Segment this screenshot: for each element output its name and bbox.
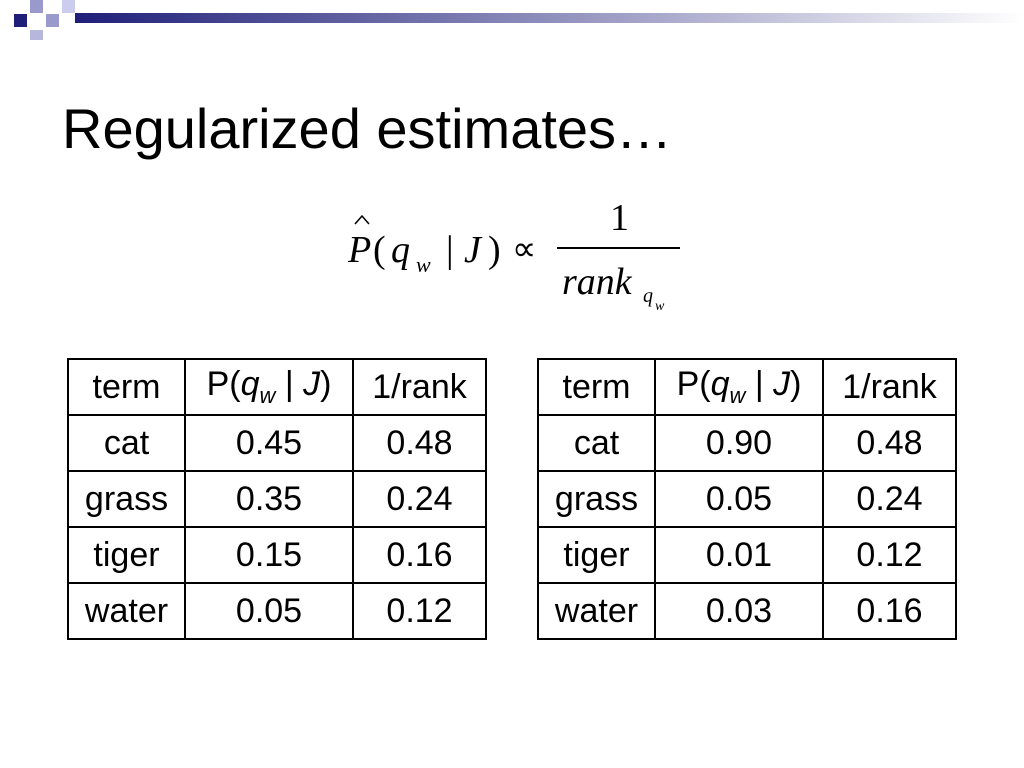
header-text: P(: [206, 365, 241, 404]
row: tiger 0.01 0.12: [537, 526, 957, 584]
row: cat 0.45 0.48: [67, 414, 487, 472]
decoration: [14, 0, 1024, 40]
formula: P ( q w | J ) ∝ 1 rank q w: [347, 197, 680, 314]
cell: water: [67, 582, 186, 640]
cell: 0.01: [654, 526, 824, 584]
header-cell: term: [537, 358, 656, 416]
row: water 0.05 0.12: [67, 582, 487, 640]
header-row: term P(qw | J) 1/rank: [67, 358, 487, 416]
cell: 0.48: [352, 414, 487, 472]
header-cell: P(qw | J): [184, 358, 354, 416]
formula-part: w: [416, 252, 431, 277]
row: water 0.03 0.16: [537, 582, 957, 640]
cell: 0.24: [822, 470, 957, 528]
cell: 0.24: [352, 470, 487, 528]
row: cat 0.90 0.48: [537, 414, 957, 472]
cell: 0.05: [654, 470, 824, 528]
table: term P(qw | J) 1/rank cat 0.90 0.48 grass 0.05 0…: [537, 358, 957, 640]
formula-part: |: [446, 229, 454, 271]
cell: grass: [67, 470, 186, 528]
formula-relation: ∝: [512, 231, 536, 268]
row: grass 0.35 0.24: [67, 470, 487, 528]
slide-title: Regularized estimates…: [62, 97, 673, 160]
formula-numerator: 1: [610, 197, 629, 239]
header-row: term P(qw | J) 1/rank: [537, 358, 957, 416]
formula-part: q: [391, 229, 410, 271]
cell: 0.48: [822, 414, 957, 472]
header-cell: 1/rank: [822, 358, 957, 416]
row: tiger 0.15 0.16: [67, 526, 487, 584]
header-text: J: [773, 365, 791, 404]
header-cell: P(qw | J): [654, 358, 824, 416]
formula-denominator: rank: [562, 261, 633, 303]
cell: 0.15: [184, 526, 354, 584]
cell: cat: [67, 414, 186, 472]
header-text: q: [710, 365, 730, 404]
cell: 0.12: [352, 582, 487, 640]
row: grass 0.05 0.24: [537, 470, 957, 528]
cell: 0.16: [822, 582, 957, 640]
cell: water: [537, 582, 656, 640]
header-text: w: [259, 382, 276, 408]
header-cell: term: [67, 358, 186, 416]
cell: 0.16: [352, 526, 487, 584]
header-text: q: [240, 365, 260, 404]
formula-sub: w: [655, 299, 665, 314]
table: term P(qw | J) 1/rank cat 0.45 0.48 grass 0.35 0…: [67, 358, 487, 640]
cell: 0.05: [184, 582, 354, 640]
formula-part: P: [347, 229, 371, 271]
cell: 0.45: [184, 414, 354, 472]
cell: cat: [537, 414, 656, 472]
formula-part: J: [464, 229, 483, 271]
cell: tiger: [67, 526, 186, 584]
formula-sub: q: [643, 285, 653, 307]
header-text: |: [275, 365, 304, 404]
header-text: ): [790, 365, 802, 404]
cell: 0.35: [184, 470, 354, 528]
header-text: |: [745, 365, 774, 404]
cell: 0.90: [654, 414, 824, 472]
header-text: ): [320, 365, 332, 404]
header-cell: 1/rank: [352, 358, 487, 416]
formula-part: (: [373, 229, 386, 271]
formula-part: ): [488, 229, 501, 271]
header-text: J: [303, 365, 321, 404]
header-text: w: [729, 382, 746, 408]
cell: 0.03: [654, 582, 824, 640]
cell: grass: [537, 470, 656, 528]
cell: 0.12: [822, 526, 957, 584]
hat: [354, 214, 370, 225]
header-text: P(: [676, 365, 711, 404]
cell: tiger: [537, 526, 656, 584]
